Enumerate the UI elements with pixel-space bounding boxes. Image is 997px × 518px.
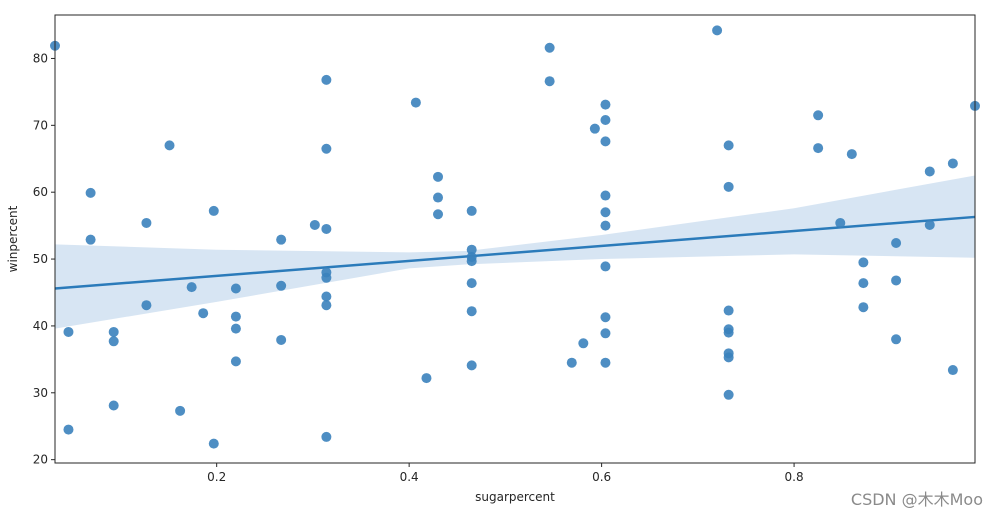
data-point bbox=[230, 356, 241, 367]
x-tick-label: 0.6 bbox=[592, 470, 611, 484]
data-point bbox=[600, 190, 611, 201]
data-point bbox=[813, 143, 824, 154]
data-point bbox=[321, 223, 332, 234]
data-point bbox=[410, 97, 421, 108]
data-point bbox=[186, 282, 197, 293]
y-tick-label: 80 bbox=[33, 51, 48, 65]
data-point bbox=[198, 308, 209, 319]
data-point bbox=[723, 140, 734, 151]
data-point bbox=[846, 149, 857, 160]
data-point bbox=[600, 114, 611, 125]
regression-line-layer bbox=[54, 215, 976, 290]
x-tick-label: 0.2 bbox=[207, 470, 226, 484]
data-point bbox=[321, 300, 332, 311]
data-point bbox=[813, 110, 824, 121]
y-axis-ticks: 20 30 40 50 60 70 80 bbox=[33, 51, 55, 467]
data-point bbox=[108, 400, 119, 411]
data-point bbox=[600, 328, 611, 339]
data-point bbox=[723, 389, 734, 400]
plot-frame bbox=[54, 14, 976, 464]
data-point bbox=[858, 302, 869, 313]
data-point bbox=[433, 192, 444, 203]
data-point bbox=[858, 257, 869, 268]
data-point bbox=[858, 278, 869, 289]
y-axis-label: winpercent bbox=[6, 205, 20, 272]
watermark: CSDN @木木Moo bbox=[850, 490, 983, 509]
data-point bbox=[466, 256, 477, 267]
data-point bbox=[141, 217, 152, 228]
data-point bbox=[230, 323, 241, 334]
data-point bbox=[108, 336, 119, 347]
data-point bbox=[891, 334, 902, 345]
data-point bbox=[600, 357, 611, 368]
data-point bbox=[321, 431, 332, 442]
data-point bbox=[600, 312, 611, 323]
data-point bbox=[544, 76, 555, 87]
data-point bbox=[466, 205, 477, 216]
data-point bbox=[723, 305, 734, 316]
data-point bbox=[600, 136, 611, 147]
y-tick-label: 70 bbox=[33, 118, 48, 132]
y-tick-label: 40 bbox=[33, 319, 48, 333]
data-point bbox=[566, 357, 577, 368]
data-point bbox=[466, 360, 477, 371]
data-point bbox=[600, 99, 611, 110]
data-point bbox=[208, 205, 219, 216]
data-point bbox=[164, 140, 175, 151]
x-axis-label: sugarpercent bbox=[475, 490, 555, 504]
data-point bbox=[321, 272, 332, 283]
data-point bbox=[466, 278, 477, 289]
data-point bbox=[947, 365, 958, 376]
data-point bbox=[309, 219, 320, 230]
data-point bbox=[589, 123, 600, 134]
data-point bbox=[891, 238, 902, 249]
x-axis-ticks: 0.2 0.4 0.6 0.8 bbox=[207, 463, 804, 484]
data-point bbox=[321, 143, 332, 154]
data-point bbox=[600, 207, 611, 218]
data-point bbox=[466, 306, 477, 317]
y-tick-label: 30 bbox=[33, 386, 48, 400]
data-point bbox=[85, 234, 96, 245]
data-point bbox=[947, 158, 958, 169]
data-point bbox=[63, 326, 74, 337]
x-tick-label: 0.4 bbox=[400, 470, 419, 484]
data-point bbox=[141, 300, 152, 311]
data-point bbox=[600, 220, 611, 231]
data-point bbox=[723, 181, 734, 192]
data-point bbox=[85, 187, 96, 198]
data-point bbox=[891, 275, 902, 286]
data-point bbox=[433, 171, 444, 182]
data-point bbox=[723, 327, 734, 338]
y-tick-label: 20 bbox=[33, 453, 48, 467]
data-point bbox=[421, 373, 432, 384]
data-point bbox=[208, 438, 219, 449]
data-point bbox=[835, 217, 846, 228]
regression-line bbox=[54, 215, 976, 290]
data-point bbox=[924, 219, 935, 230]
y-tick-label: 60 bbox=[33, 185, 48, 199]
data-point bbox=[175, 405, 186, 416]
data-point bbox=[433, 209, 444, 220]
data-points-layer bbox=[50, 25, 980, 449]
data-point bbox=[276, 234, 287, 245]
data-point bbox=[63, 424, 74, 435]
data-point bbox=[321, 291, 332, 302]
data-point bbox=[712, 25, 723, 36]
data-point bbox=[578, 338, 589, 349]
y-tick-label: 50 bbox=[33, 252, 48, 266]
x-tick-label: 0.8 bbox=[785, 470, 804, 484]
data-point bbox=[276, 334, 287, 345]
data-point bbox=[321, 74, 332, 85]
data-point bbox=[108, 326, 119, 337]
data-point bbox=[723, 352, 734, 363]
data-point bbox=[466, 244, 477, 255]
data-point bbox=[600, 261, 611, 272]
data-point bbox=[276, 280, 287, 291]
data-point bbox=[230, 283, 241, 294]
data-point bbox=[924, 166, 935, 177]
data-point bbox=[230, 311, 241, 322]
data-point bbox=[544, 42, 555, 53]
